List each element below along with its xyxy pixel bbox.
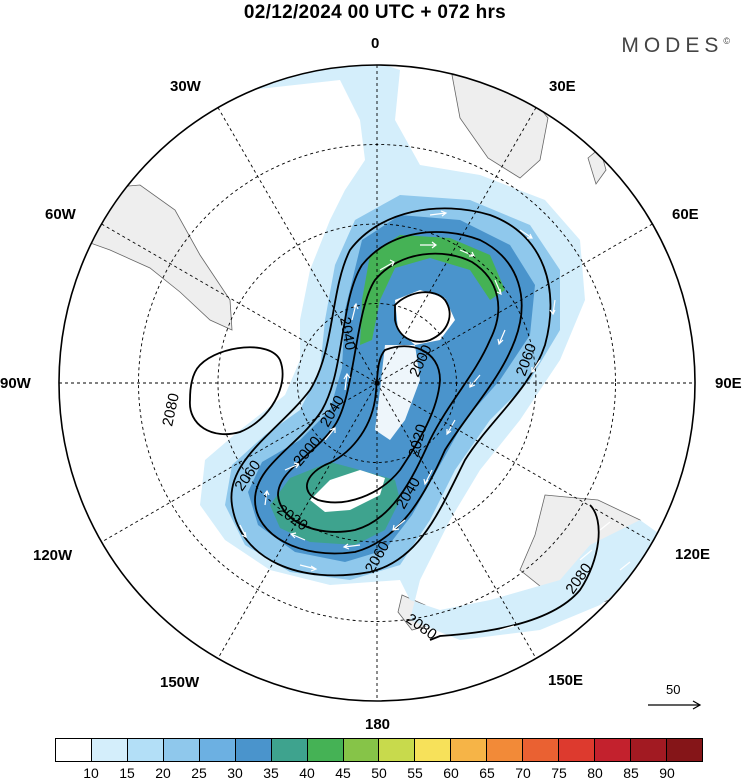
colorbar-swatch (451, 739, 488, 761)
colorbar-swatch (271, 739, 308, 761)
contour-2060-main (230, 207, 552, 577)
colorbar (55, 738, 703, 762)
colorbar-swatch (56, 739, 92, 761)
colorbar-swatch (163, 739, 200, 761)
colorbar-labels: 10 15 20 25 30 35 40 45 50 55 60 65 70 75 80 85 90 (55, 765, 703, 781)
lon-label-60e: 60E (672, 206, 699, 223)
lon-label-150w: 150W (160, 674, 200, 691)
colorbar-swatch (343, 739, 380, 761)
lon-label-120e: 120E (675, 546, 711, 563)
colorbar-swatch (487, 739, 524, 761)
colorbar-tick-label: 35 (263, 765, 279, 781)
colorbar-swatch (523, 739, 560, 761)
contour-2000-mid (306, 345, 441, 504)
colorbar-tick-label: 40 (299, 765, 315, 781)
contour-2040-main (254, 231, 523, 555)
contour-2000-north (394, 291, 451, 343)
contour-2020-main (277, 252, 500, 533)
colorbar-tick-label: 45 (335, 765, 351, 781)
colorbar-swatch (91, 739, 128, 761)
core-white-north (395, 290, 455, 345)
lon-label-0: 0 (371, 35, 380, 52)
chart-title: 02/12/2024 00 UTC + 072 hrs (243, 2, 507, 23)
colorbar-tick-label: 60 (443, 765, 459, 781)
colorbar-tick-label: 90 (659, 765, 675, 781)
lon-label-30e: 30E (549, 78, 576, 95)
lon-label-90w: 90W (0, 375, 31, 392)
south-america-land (81, 184, 233, 331)
wind-vectors (239, 119, 631, 631)
brand-mark: © (723, 36, 730, 46)
colorbar-tick-label: 25 (191, 765, 207, 781)
colorbar-tick-label: 65 (479, 765, 495, 781)
colorbar-swatch (235, 739, 272, 761)
colorbar-tick-label: 85 (623, 765, 639, 781)
colorbar-swatch (379, 739, 416, 761)
colorbar-tick-label: 50 (371, 765, 387, 781)
brand-logo: MODES© (621, 34, 730, 58)
colorbar-tick-label: 30 (227, 765, 243, 781)
colorbar-tick-label: 15 (119, 765, 135, 781)
colorbar-swatch (631, 739, 667, 761)
height-contours (189, 207, 600, 641)
brand-name: MODES (621, 34, 724, 57)
lon-label-150e: 150E (548, 672, 584, 689)
colorbar-swatch (666, 739, 702, 761)
contour-label: 2080 (159, 392, 183, 428)
colorbar-swatch (595, 739, 631, 761)
contour-2080-east (429, 504, 600, 641)
contour-label: 2040 (336, 316, 359, 352)
colorbar-swatch (559, 739, 596, 761)
colorbar-tick-label: 80 (587, 765, 603, 781)
colorbar-swatch (127, 739, 164, 761)
lon-label-120w: 120W (33, 547, 73, 564)
lon-label-30w: 30W (170, 78, 201, 95)
lon-label-90e: 90E (715, 375, 742, 392)
colorbar-tick-label: 20 (155, 765, 171, 781)
lon-label-60w: 60W (45, 206, 76, 223)
colorbar-swatch (307, 739, 344, 761)
map-boundary (58, 64, 696, 702)
reference-vector-label: 50 (666, 682, 681, 697)
colorbar-swatch (415, 739, 452, 761)
contour-2080-west (189, 346, 284, 436)
colorbar-tick-label: 55 (407, 765, 423, 781)
colorbar-tick-label: 75 (551, 765, 567, 781)
africa-land (451, 71, 549, 179)
colorbar-tick-label: 70 (515, 765, 531, 781)
colorbar-swatch (199, 739, 236, 761)
reference-vector-arrow (648, 700, 702, 710)
colorbar-tick-label: 10 (83, 765, 99, 781)
core-white-mid (375, 345, 420, 440)
lon-label-180: 180 (365, 716, 391, 733)
pole-marker (374, 380, 380, 386)
